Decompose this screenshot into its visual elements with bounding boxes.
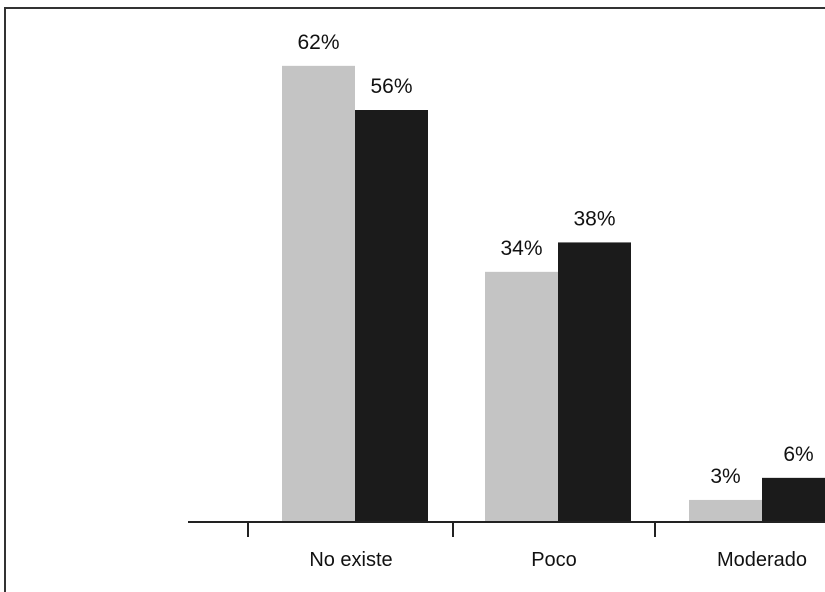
data-label-series1-moderado: 3% <box>710 465 740 488</box>
x-tick-label-no-existe: No existe <box>309 549 392 571</box>
bar-series2-no-existe <box>355 110 428 522</box>
data-label-series2-no-existe: 56% <box>370 75 412 98</box>
value-labels-layer: 62% 56% 34% 38% 3% 6% <box>297 31 813 488</box>
bar-series1-poco <box>485 271 558 522</box>
bars-layer <box>282 65 825 522</box>
data-label-series1-no-existe: 62% <box>297 31 339 54</box>
data-label-series2-poco: 38% <box>573 207 615 230</box>
x-ticks-layer: No existe Poco Moderado <box>247 522 807 571</box>
x-tick-label-moderado: Moderado <box>717 549 807 571</box>
x-tick-label-poco: Poco <box>531 549 577 571</box>
data-label-series2-moderado: 6% <box>783 443 813 466</box>
bar-series2-moderado <box>762 477 825 522</box>
bar-series1-no-existe <box>282 65 355 522</box>
data-label-series1-poco: 34% <box>500 237 542 260</box>
bar-series1-moderado <box>689 499 762 522</box>
bar-series2-poco <box>558 242 631 522</box>
